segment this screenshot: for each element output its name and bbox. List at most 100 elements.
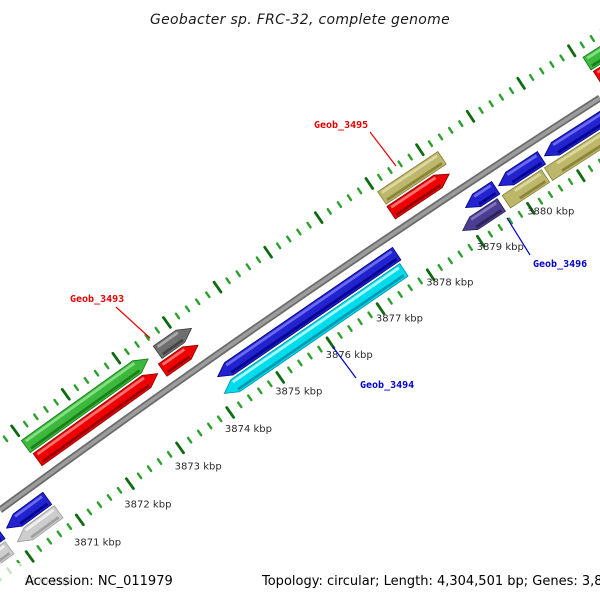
inner-minor-tick: [247, 394, 253, 402]
outer-minor-tick: [437, 133, 444, 141]
tick-label-3879-kbp: 3879 kbp: [477, 242, 524, 253]
inner-minor-tick: [287, 366, 293, 374]
gene-label-geob-3494: Geob_3494: [360, 380, 414, 391]
tick-label-3874-kbp: 3874 kbp: [225, 424, 272, 435]
gene-khaki-inner-2-shade: [561, 144, 600, 172]
inner-minor-tick: [447, 257, 453, 265]
gene-blue-right-2-body: [498, 150, 547, 187]
callout-line-geob-3495: [369, 131, 397, 167]
gene-blue-center-body: [217, 246, 402, 378]
gene-blue-right-3-shade: [557, 123, 600, 154]
inner-minor-tick: [417, 277, 423, 285]
outer-minor-tick: [184, 305, 191, 313]
gene-blue-right-2-highlight: [506, 154, 538, 176]
gene-khaki-inner-1-highlight: [514, 172, 542, 192]
gene-red-corner: [592, 66, 600, 83]
inner-major-tick: [74, 513, 85, 527]
inner-major-tick: [275, 371, 286, 384]
outer-minor-tick: [93, 369, 100, 377]
gene-green-corner: [582, 46, 600, 71]
accession-text: Accession: NC_011979: [25, 574, 173, 589]
inner-minor-tick: [56, 530, 63, 538]
outer-minor-tick: [427, 140, 434, 148]
inner-major-tick: [24, 550, 35, 563]
inner-minor-tick: [66, 523, 73, 530]
gene-blue-center-highlight: [225, 250, 393, 367]
outer-minor-tick: [336, 201, 343, 209]
outer-major-tick: [263, 245, 273, 259]
gene-green-left: [20, 358, 149, 454]
gene-geob-3496: [462, 198, 506, 231]
inner-minor-tick: [507, 217, 514, 225]
outer-minor-tick: [286, 235, 292, 243]
gene-khaki-inner-1: [501, 169, 551, 209]
gene-red-left-highlight: [36, 376, 145, 456]
gene-silver-edge-fragment-highlight: [0, 544, 6, 551]
outer-minor-tick: [579, 41, 585, 49]
inner-minor-tick: [317, 345, 323, 353]
gene-silver-lower-left-highlight: [25, 508, 55, 532]
inner-minor-tick: [156, 458, 163, 465]
outer-minor-tick: [245, 263, 252, 271]
gene-geob-3493-highlight: [156, 331, 179, 348]
gene-geob-3493-shade: [161, 338, 184, 356]
tick-label-3871-kbp: 3871 kbp: [74, 538, 121, 549]
inner-minor-tick: [36, 545, 43, 552]
inner-major-tick: [325, 336, 336, 350]
inner-minor-tick: [517, 210, 524, 218]
outer-minor-tick: [205, 291, 211, 299]
outer-minor-tick: [377, 173, 383, 181]
gene-blue-lower-left-shade: [19, 502, 49, 525]
tick-label-3876-kbp: 3876 kbp: [326, 350, 373, 361]
inner-minor-tick: [186, 436, 193, 444]
outer-minor-tick: [356, 187, 363, 195]
inner-minor-tick: [146, 465, 153, 473]
inner-minor-tick: [307, 352, 313, 360]
outer-minor-tick: [407, 153, 413, 161]
inner-minor-tick: [397, 290, 403, 298]
gene-blue-lower-left-highlight: [14, 495, 43, 518]
gene-green-left-shade: [30, 369, 141, 450]
outer-major-tick: [567, 44, 577, 58]
gene-geob-3493-body: [152, 327, 193, 359]
outer-major-tick: [212, 280, 223, 294]
outer-minor-tick: [539, 67, 545, 75]
outer-minor-tick: [397, 160, 403, 168]
outer-minor-tick: [103, 362, 110, 370]
backbone-arc-inner: [0, 96, 600, 512]
outer-minor-tick: [488, 100, 494, 108]
gene-green-left-body: [20, 358, 149, 454]
inner-minor-tick: [136, 472, 143, 480]
tick-label-3873-kbp: 3873 kbp: [175, 461, 222, 472]
tick-label-3875-kbp: 3875 kbp: [275, 387, 322, 398]
tick-label-3872-kbp: 3872 kbp: [124, 499, 171, 510]
inner-major-tick: [225, 406, 236, 419]
tick-label-3878-kbp: 3878 kbp: [426, 277, 473, 288]
genome-stats-text: Topology: circular; Length: 4,304,501 bp…: [261, 574, 600, 589]
outer-minor-tick: [478, 106, 484, 114]
gene-khaki-inner-2-highlight: [556, 133, 600, 165]
gene-geob-3494: [223, 263, 409, 394]
outer-minor-tick: [33, 413, 39, 421]
outer-minor-tick: [22, 420, 29, 428]
inner-minor-tick: [106, 494, 113, 501]
outer-minor-tick: [174, 312, 181, 320]
inner-minor-tick: [236, 401, 243, 409]
tick-label-3880-kbp: 3880 kbp: [527, 207, 574, 218]
map-title: Geobacter sp. FRC-32, complete genome: [150, 12, 450, 28]
outer-major-tick: [10, 424, 21, 438]
outer-minor-tick: [549, 60, 555, 68]
inner-minor-tick: [367, 311, 373, 319]
inner-minor-tick: [567, 178, 574, 186]
inner-major-tick: [425, 268, 436, 282]
outer-minor-tick: [306, 221, 312, 229]
gene-blue-right-1-highlight: [473, 184, 492, 198]
gene-geob-3495-shade: [386, 162, 443, 202]
outer-minor-tick: [83, 376, 90, 384]
inner-minor-tick: [297, 359, 303, 367]
gene-silver-lower-left: [16, 505, 64, 543]
gene-geob-3496-shade: [475, 209, 503, 229]
gene-red-upper: [386, 173, 450, 220]
gene-geob-3495-body: [377, 151, 447, 205]
